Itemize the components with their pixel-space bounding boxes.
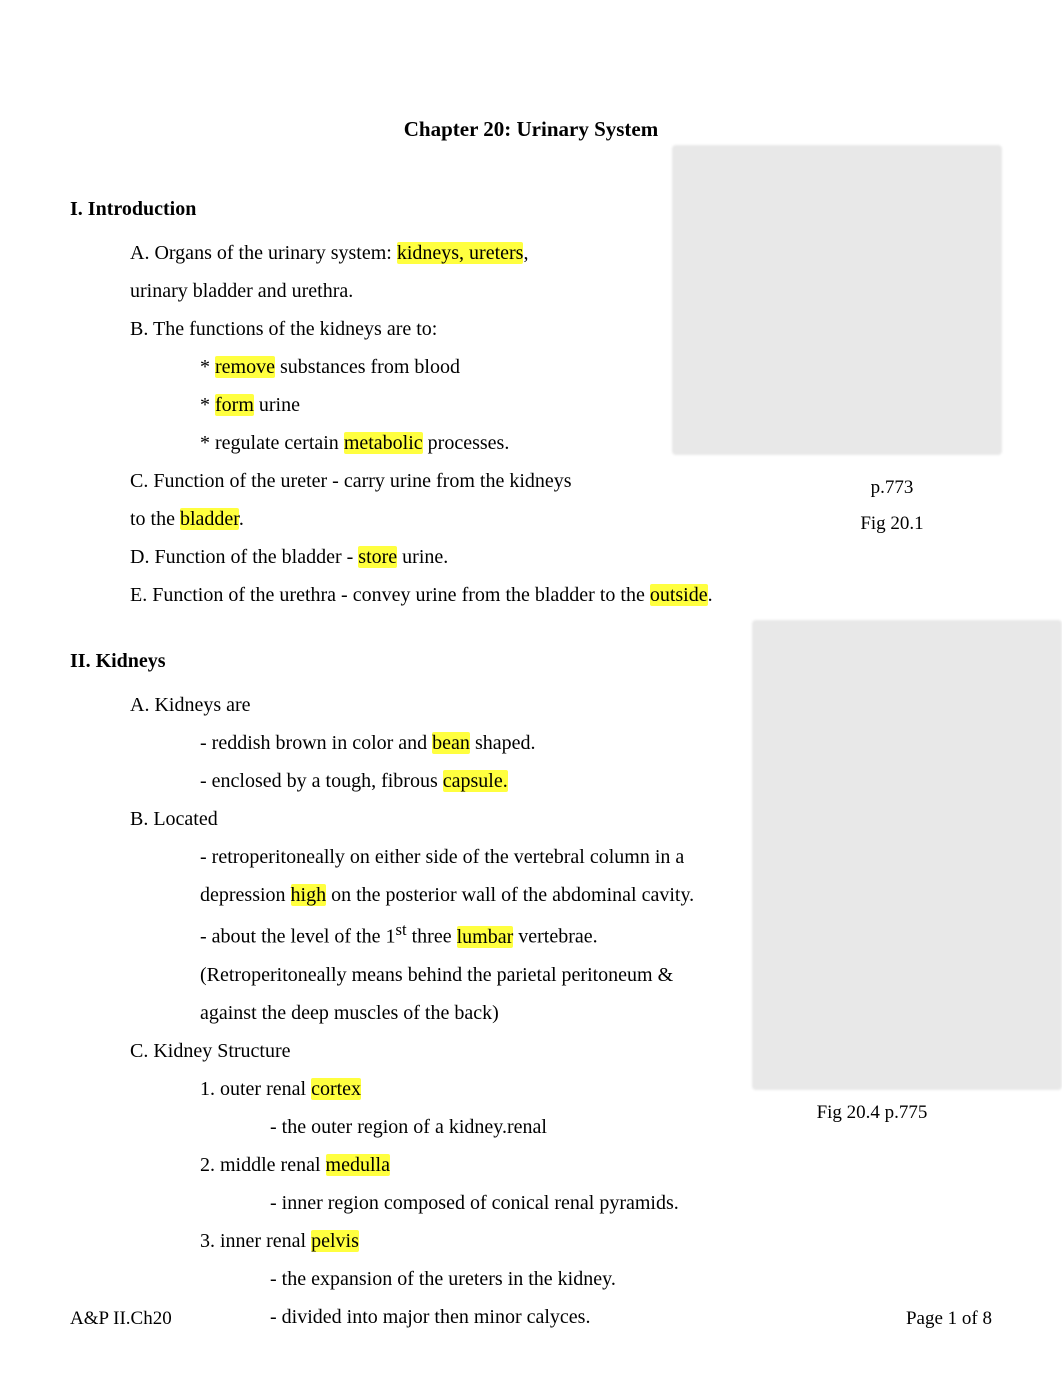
text: . [239,508,244,530]
text: urine [254,394,300,416]
highlight: bladder [180,508,239,530]
caption-text: Fig 20.4 p.775 [817,1102,928,1123]
text: depression [200,884,291,906]
text: vertebrae. [513,926,597,948]
figure-kidney-structure [752,620,1062,1090]
line-intro-a2: urinary bladder and urethra. [130,272,710,310]
highlight: medulla [326,1154,390,1176]
text: 2. middle renal [200,1154,326,1176]
footer-left: A&P II.Ch20 [70,1301,172,1337]
line-intro-c2: to the bladder. [130,500,710,538]
text: 3. inner renal [200,1230,311,1252]
highlight: high [291,884,327,906]
chapter-title: Chapter 20: Urinary System [70,110,992,150]
highlight: store [358,546,397,568]
text: processes. [423,432,510,454]
text: * [200,356,215,378]
line-intro-a: A. Organs of the urinary system: kidneys… [130,234,710,272]
line-kidneys-b: B. Located [130,800,790,838]
footer-right: Page 1 of 8 [906,1301,992,1337]
figure-urinary-system [672,145,1002,455]
text: , [523,242,528,264]
bullet-b3: * regulate certain metabolic processes. [200,424,710,462]
bullet-b-loc3: (Retroperitoneally means behind the pari… [200,956,790,994]
bullet-b-loc1: - retroperitoneally on either side of th… [200,838,790,876]
highlight: bean [432,732,470,754]
bullet-c1a: - the outer region of a kidney.renal [270,1108,790,1146]
text: A. Organs of the urinary system: [130,242,397,264]
page-footer: A&P II.Ch20 Page 1 of 8 [70,1301,992,1337]
highlight: outside [650,584,708,606]
highlight: metabolic [344,432,423,454]
highlight: lumbar [457,926,514,948]
caption-text: p.773 [871,477,914,498]
bullet-c2: 2. middle renal medulla [200,1146,790,1184]
line-intro-d: D. Function of the bladder - store urine… [130,538,992,576]
text: - about the level of the 1 [200,926,396,948]
bullet-c1: 1. outer renal cortex [200,1070,790,1108]
caption-text: Fig 20.1 [860,513,923,534]
line-intro-c: C. Function of the ureter - carry urine … [130,462,710,500]
highlight: pelvis [311,1230,359,1252]
bullet-b1: * remove substances from blood [200,348,710,386]
text: three [407,926,457,948]
text: shaped. [470,732,536,754]
figure-1-caption: p.773 Fig 20.1 [832,470,952,542]
text: substances from blood [275,356,460,378]
bullet-b-loc2: - about the level of the 1st three lumba… [200,914,790,956]
bullet-c3a: - the expansion of the ureters in the ki… [270,1260,790,1298]
bullet-c3: 3. inner renal pelvis [200,1222,790,1260]
highlight: remove [215,356,275,378]
text: on the posterior wall of the abdominal c… [326,884,694,906]
bullet-b-loc1b: depression high on the posterior wall of… [200,876,790,914]
line-kidneys-c: C. Kidney Structure [130,1032,790,1070]
line-intro-e: E. Function of the urethra - convey urin… [130,576,992,614]
figure-2-caption: Fig 20.4 p.775 [782,1095,962,1131]
line-intro-b: B. The functions of the kidneys are to: [130,310,710,348]
text: - enclosed by a tough, fibrous [200,770,443,792]
text: * regulate certain [200,432,344,454]
bullet-c2a: - inner region composed of conical renal… [270,1184,790,1222]
text: to the [130,508,180,530]
highlight: cortex [311,1078,361,1100]
line-kidneys-a: A. Kidneys are [130,686,790,724]
bullet-b-loc3b: against the deep muscles of the back) [200,994,790,1032]
text: urine. [397,546,448,568]
bullet-b2: * form urine [200,386,710,424]
text: E. Function of the urethra - convey urin… [130,584,650,606]
superscript: st [396,920,407,939]
highlight: kidneys, ureters [397,242,524,264]
highlight: form [215,394,254,416]
text: . [708,584,713,606]
text: * [200,394,215,416]
text: - reddish brown in color and [200,732,432,754]
text: D. Function of the bladder - [130,546,358,568]
bullet-a2: - enclosed by a tough, fibrous capsule. [200,762,790,800]
text: 1. outer renal [200,1078,311,1100]
highlight: capsule. [443,770,508,792]
bullet-a1: - reddish brown in color and bean shaped… [200,724,790,762]
